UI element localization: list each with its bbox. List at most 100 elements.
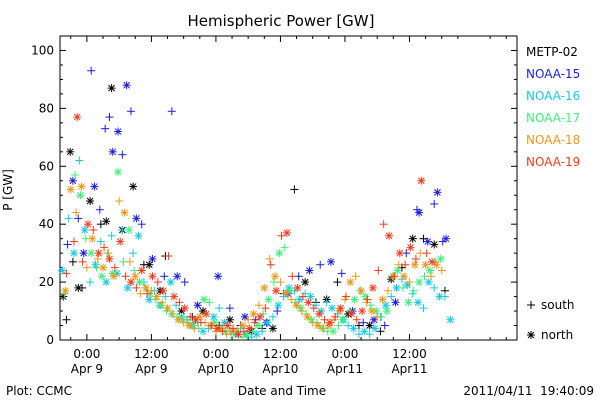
star-d2 [102, 217, 110, 225]
north-point-noaa-18 [314, 321, 323, 330]
north-point-noaa-18 [66, 185, 75, 194]
south-point-noaa-19 [196, 318, 205, 327]
south-point-noaa-18 [72, 208, 81, 217]
star-d2 [145, 296, 153, 303]
north-point-noaa-19 [180, 304, 189, 313]
north-point-noaa-18 [61, 286, 70, 295]
star-d2 [256, 313, 264, 321]
star-d2 [393, 284, 400, 292]
north-point-metp-02 [107, 84, 116, 93]
south-point-noaa-18 [351, 272, 360, 281]
north-point-noaa-19 [256, 312, 265, 321]
north-point-noaa-15 [423, 237, 432, 246]
north-point-noaa-18 [421, 260, 430, 269]
star-d2 [276, 249, 283, 257]
plot-frame [59, 35, 518, 341]
plot-timestamp: 2011/04/11 19:40:09 [463, 384, 594, 398]
south-point-noaa-19 [62, 269, 71, 278]
south-point-noaa-17 [409, 286, 418, 295]
south-point-noaa-17 [280, 243, 289, 252]
star-d2 [235, 330, 242, 338]
star-d2 [241, 313, 249, 321]
north-point-noaa-19 [94, 249, 103, 258]
south-point-noaa-15 [380, 321, 389, 330]
star-d2 [383, 307, 391, 315]
star-d2 [362, 293, 369, 300]
x-tick-time-label: 0:00 [331, 347, 358, 361]
north-point-metp-02 [365, 321, 374, 330]
south-point-noaa-15 [225, 304, 234, 313]
south-point-metp-02 [419, 234, 428, 243]
star-d2 [91, 183, 98, 190]
star-d2 [213, 325, 221, 332]
south-point-noaa-19 [390, 272, 399, 281]
star-d2 [200, 296, 208, 303]
south-point-noaa-19 [331, 312, 340, 321]
south-marker-icon [527, 301, 535, 309]
north-point-noaa-17 [114, 168, 123, 177]
south-point-noaa-18 [115, 197, 124, 206]
south-point-metp-02 [68, 257, 77, 266]
north-point-noaa-18 [238, 321, 247, 330]
star-d2 [337, 304, 345, 312]
south-point-noaa-19 [132, 283, 141, 292]
star-d2 [282, 290, 290, 298]
south-point-noaa-17 [130, 266, 139, 275]
star-d2 [265, 296, 272, 303]
star-d2 [87, 249, 95, 257]
star-d2 [70, 249, 78, 257]
north-point-metp-02 [268, 324, 277, 333]
star-d2 [210, 313, 218, 321]
north-point-noaa-15 [68, 176, 77, 185]
north-point-noaa-19 [315, 309, 324, 318]
south-point-noaa-16 [96, 237, 105, 246]
star-d2 [369, 284, 377, 292]
north-point-noaa-16 [306, 292, 315, 301]
star-d2 [527, 331, 535, 339]
star-d2 [286, 287, 294, 295]
north-point-noaa-19 [428, 257, 437, 266]
data-points [58, 66, 455, 342]
star-d2 [250, 310, 257, 318]
south-point-noaa-18 [82, 263, 91, 272]
star-d2 [400, 272, 408, 280]
star-d2 [116, 238, 124, 245]
south-point-noaa-18 [104, 249, 113, 258]
north-point-noaa-17 [415, 278, 424, 287]
star-d2 [80, 249, 88, 257]
star-d2 [110, 272, 118, 280]
y-tick-label: 100 [31, 43, 54, 57]
star-d2 [446, 316, 454, 324]
series-noaa-19 [62, 113, 437, 339]
star-d2 [170, 293, 178, 300]
south-point-noaa-19 [100, 243, 109, 252]
marker-legend-label: south [541, 298, 575, 312]
south-point-noaa-19 [299, 292, 308, 301]
star-d2 [135, 232, 142, 240]
north-point-noaa-19 [245, 324, 254, 333]
north-point-noaa-15 [326, 257, 335, 266]
south-point-metp-02 [62, 315, 71, 324]
south-point-noaa-15 [180, 278, 189, 287]
star-d2 [260, 284, 268, 292]
north-point-noaa-16 [80, 225, 89, 234]
south-point-noaa-19 [411, 254, 420, 263]
star-d2 [78, 183, 85, 190]
star-d2 [293, 301, 300, 309]
north-point-metp-02 [102, 217, 111, 226]
star-d2 [396, 249, 404, 257]
plot-credit: Plot: CCMC [6, 384, 72, 398]
star-d2 [269, 325, 277, 332]
star-d2 [98, 272, 106, 280]
north-point-noaa-15 [442, 234, 451, 243]
south-point-noaa-17 [71, 170, 80, 179]
star-d2 [405, 299, 412, 306]
north-point-noaa-17 [296, 304, 305, 313]
chart-title: Hemispheric Power [GW] [188, 12, 375, 30]
star-d2 [114, 168, 122, 176]
x-tick-date-label: Apr10 [198, 362, 234, 376]
star-d2 [415, 278, 423, 286]
north-point-noaa-18 [357, 286, 366, 295]
north-point-noaa-18 [400, 272, 409, 281]
south-point-noaa-18 [158, 298, 167, 307]
